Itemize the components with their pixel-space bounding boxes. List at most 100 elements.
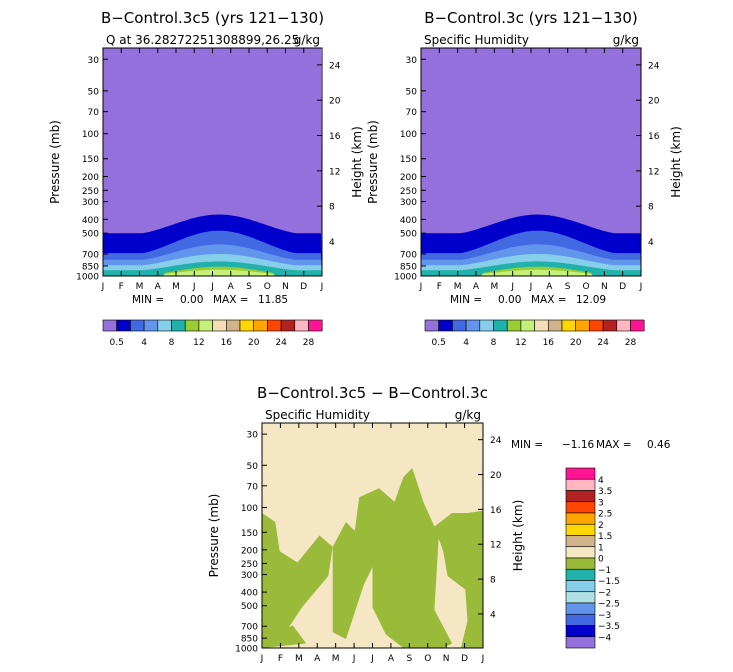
- colorbar-swatch: [565, 467, 596, 480]
- x-tick-label: D: [619, 282, 626, 292]
- x-tick-label: J: [352, 654, 356, 664]
- colorbar-label: 20: [248, 338, 260, 348]
- y-right-tick-label: 4: [648, 238, 654, 248]
- contour-fills: [421, 48, 641, 276]
- colorbar-swatch: [253, 319, 268, 332]
- colorbar-swatch: [565, 580, 596, 593]
- chart-subtitle-left: Q at 36.28272251308899,26.25: [106, 33, 299, 47]
- x-tick-label: M: [332, 654, 340, 664]
- colorbar-label: −1.5: [598, 577, 620, 587]
- y-tick-label: 300: [82, 198, 99, 208]
- y-tick-label: 700: [400, 250, 417, 260]
- colorbar-label: 16: [543, 338, 555, 348]
- panel-top-right: B−Control.3c (yrs 121−130) Specific Humid…: [366, 9, 683, 348]
- y-tick-label: 1000: [76, 273, 99, 283]
- colorbar-swatch: [157, 319, 172, 332]
- colorbar-swatch: [143, 319, 159, 332]
- y-tick-label: 250: [241, 560, 258, 570]
- colorbar: 43.53 2.521.51 0−1−1.5−2 −2.5−3−3.5−4: [565, 467, 620, 649]
- colorbar-label: 16: [221, 338, 233, 348]
- min-label: MIN =: [132, 294, 164, 306]
- x-tick-label: O: [264, 282, 271, 292]
- colorbar-swatch: [630, 319, 645, 332]
- colorbar-label: 24: [275, 338, 287, 348]
- x-tick-label: J: [260, 654, 264, 664]
- min-label: MIN =: [511, 439, 543, 451]
- x-tick-label: J: [320, 282, 324, 292]
- y-tick-label: 1000: [235, 645, 258, 655]
- colorbar-swatch: [565, 568, 596, 581]
- x-tick-label: F: [437, 282, 442, 292]
- colorbar-label: 1.5: [598, 532, 612, 542]
- y-right-tick-label: 8: [490, 576, 496, 586]
- x-tick-label: J: [529, 282, 533, 292]
- y-right-tick-label: 12: [490, 541, 501, 551]
- y-right-tick-label: 20: [648, 97, 660, 107]
- x-tick-label: A: [473, 282, 480, 292]
- x-tick-label: J: [210, 282, 214, 292]
- min-value: 0.00: [180, 294, 203, 306]
- colorbar-label: 2.5: [598, 510, 612, 520]
- max-value: 0.46: [647, 439, 671, 451]
- x-tick-label: D: [300, 282, 307, 292]
- chart-subtitle-right: g/kg: [455, 408, 481, 422]
- x-tick-label: A: [314, 654, 321, 664]
- colorbar-swatch: [198, 319, 213, 332]
- min-label: MIN =: [450, 294, 482, 306]
- colorbar-label: 3.5: [598, 487, 612, 497]
- y-tick-label: 70: [406, 108, 418, 118]
- y-right-tick-label: 24: [329, 61, 341, 71]
- y-right-tick-label: 24: [490, 436, 502, 446]
- y-tick-label: 100: [400, 130, 417, 140]
- x-tick-label: D: [461, 654, 468, 664]
- colorbar-swatch: [561, 319, 576, 332]
- x-tick-label: S: [406, 654, 412, 664]
- colorbar-swatch: [493, 319, 508, 332]
- colorbar-swatch: [616, 319, 631, 332]
- x-tick-label: A: [388, 654, 395, 664]
- colorbar-swatch: [130, 319, 145, 332]
- colorbar-swatch: [565, 535, 596, 548]
- y-tick-label: 30: [247, 431, 259, 441]
- y-axis-label: Pressure (mb): [48, 120, 62, 204]
- x-tick-label: O: [582, 282, 589, 292]
- y-tick-label: 400: [400, 216, 417, 226]
- y-tick-label: 500: [400, 230, 417, 240]
- contour-band-negative-3: [262, 625, 307, 648]
- y-tick-label: 250: [400, 187, 417, 197]
- y-axis-label-right: Height (km): [669, 126, 683, 197]
- y-right-tick-label: 16: [490, 506, 502, 516]
- colorbar-swatch: [565, 625, 596, 638]
- colorbar-swatch: [602, 319, 618, 332]
- x-tick-label: M: [172, 282, 180, 292]
- y-tick-label: 70: [247, 482, 259, 492]
- y-right-tick-label: 24: [648, 61, 660, 71]
- y-tick-label: 300: [241, 571, 258, 581]
- colorbar-swatch: [565, 602, 596, 615]
- colorbar-swatch: [452, 319, 467, 332]
- chart-subtitle-left: Specific Humidity: [265, 408, 370, 422]
- x-tick-label: J: [481, 654, 485, 664]
- y-tick-label: 50: [406, 87, 418, 97]
- colorbar-swatch: [212, 319, 227, 332]
- y-right-tick-label: 16: [648, 132, 660, 142]
- colorbar-label: −3: [598, 611, 611, 621]
- x-tick-label: J: [101, 282, 105, 292]
- colorbar-swatch: [575, 319, 590, 332]
- x-tick-label: J: [510, 282, 514, 292]
- contour-band-negative-0: [262, 513, 333, 637]
- y-tick-label: 150: [82, 155, 99, 165]
- colorbar-label: −2: [598, 588, 611, 598]
- x-tick-label: M: [454, 282, 462, 292]
- y-tick-label: 70: [88, 108, 100, 118]
- colorbar-swatch: [226, 319, 241, 332]
- colorbar-swatch: [520, 319, 535, 332]
- colorbar: 0.5 4 8 12 16 20 24 28: [424, 319, 645, 348]
- colorbar-label: 0: [598, 555, 604, 565]
- x-tick-label: M: [295, 654, 303, 664]
- y-right-tick-label: 4: [490, 610, 496, 620]
- colorbar-swatch: [565, 557, 596, 570]
- colorbar-swatch: [565, 490, 596, 503]
- y-right-tick-label: 20: [329, 97, 341, 107]
- y-axis-label-right: Height (km): [350, 126, 364, 197]
